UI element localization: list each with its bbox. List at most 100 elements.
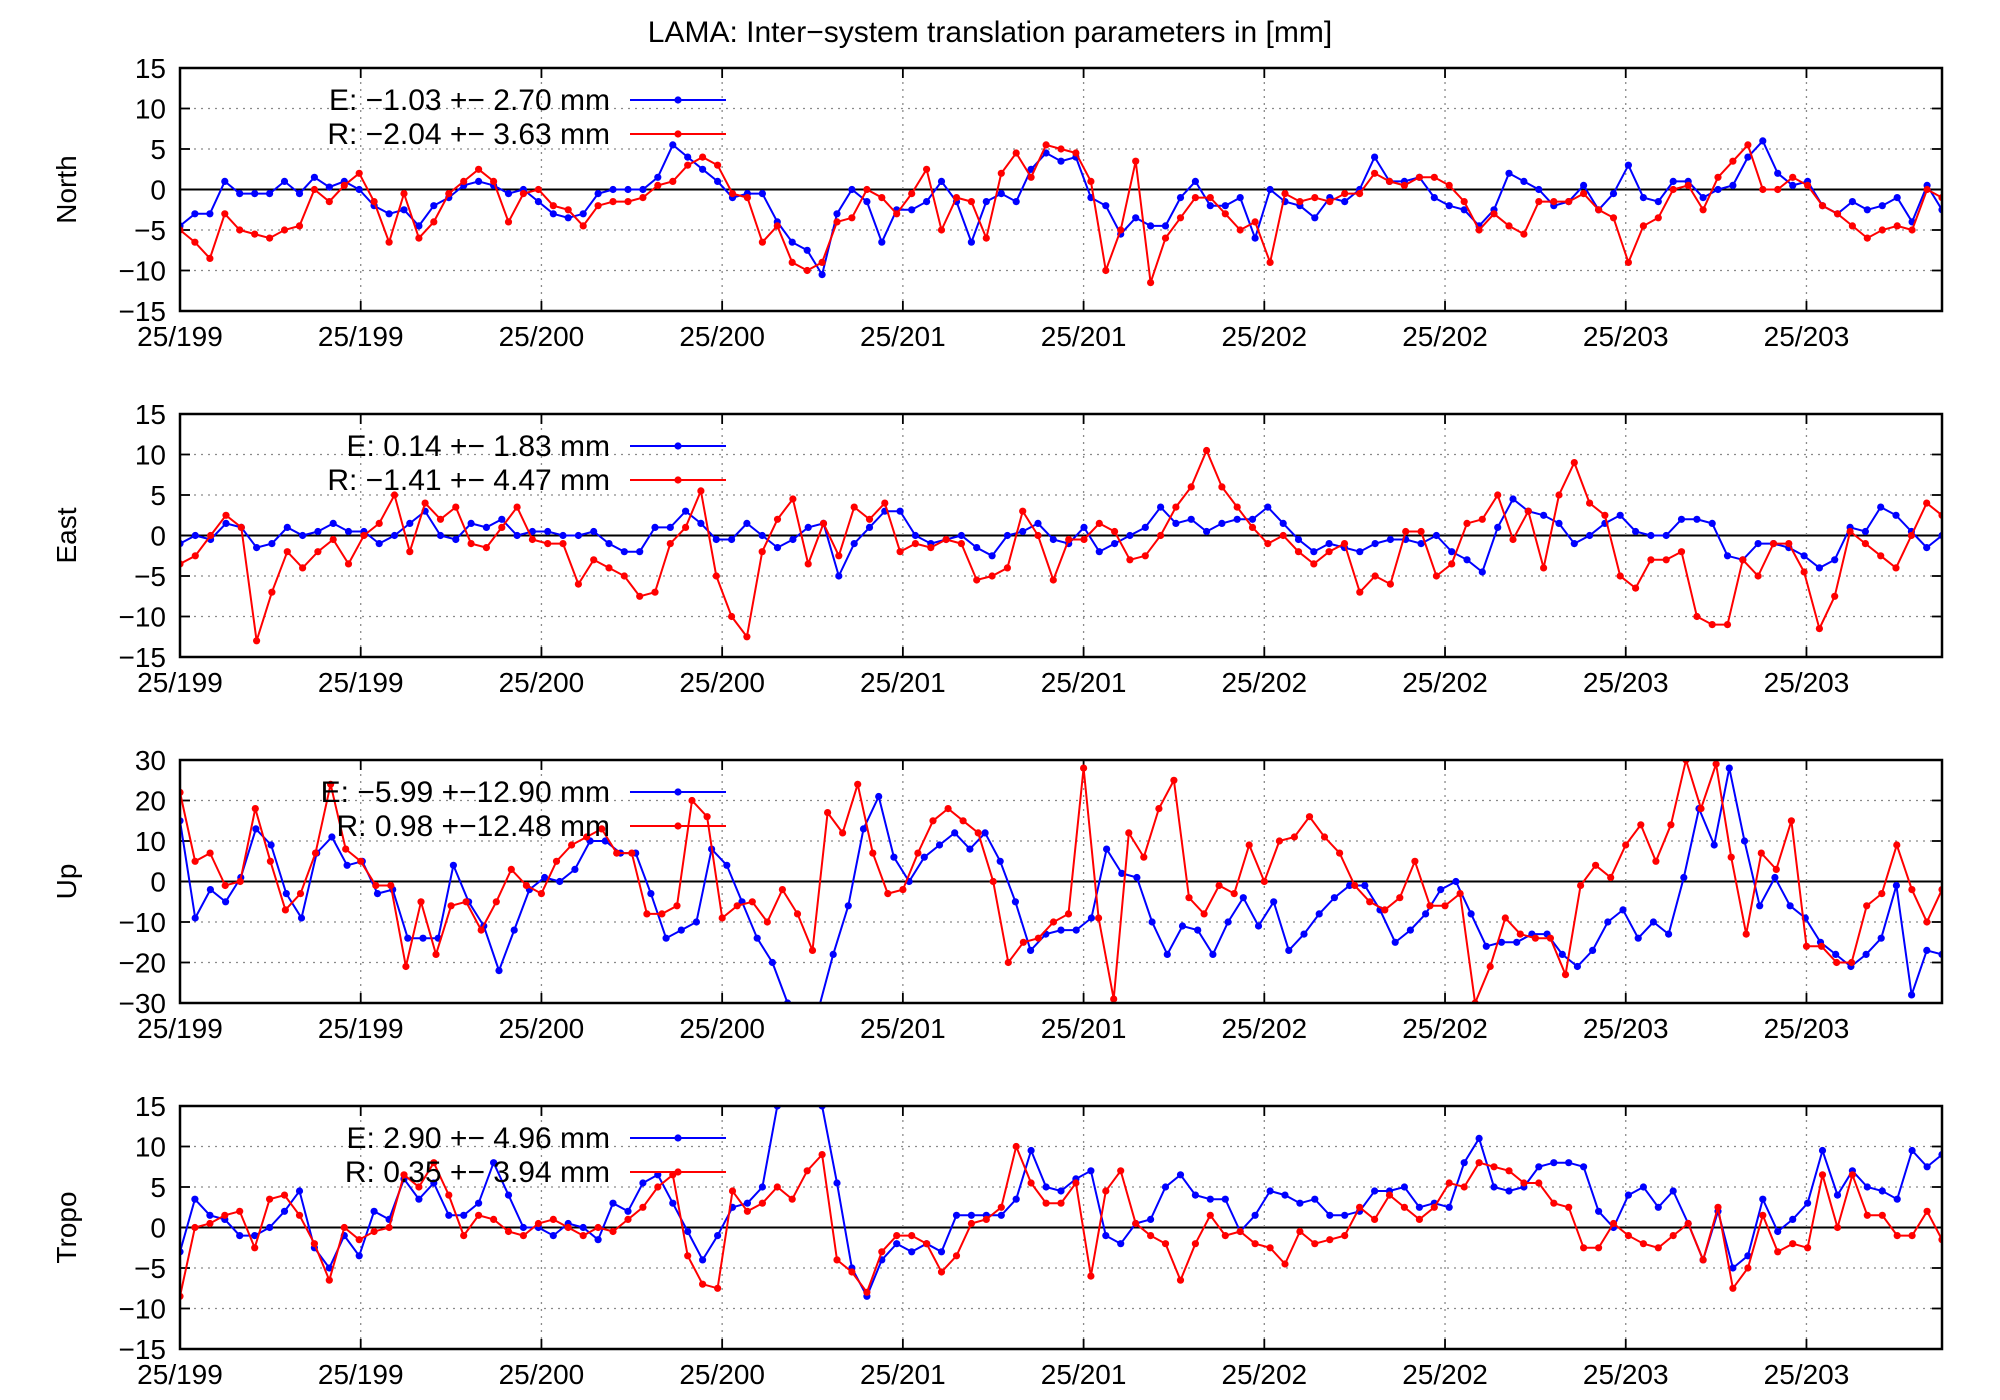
y-tick-label: 0 <box>150 867 166 898</box>
legend-label: E: 0.14 +− 1.83 mm <box>347 430 610 463</box>
data-point <box>1754 572 1762 580</box>
data-point <box>1848 198 1856 206</box>
data-point <box>191 1223 199 1232</box>
data-point <box>1049 918 1058 926</box>
data-point <box>937 1268 946 1276</box>
data-point <box>1191 1240 1199 1248</box>
data-point <box>1831 556 1839 564</box>
data-point <box>549 1232 557 1240</box>
data-point <box>697 519 705 528</box>
data-point <box>1294 535 1303 544</box>
data-point <box>1861 527 1869 536</box>
data-point <box>1294 548 1303 556</box>
data-point <box>1248 515 1257 523</box>
data-point <box>788 258 796 266</box>
data-point <box>498 515 506 523</box>
y-tick-label: 20 <box>135 786 166 817</box>
data-point <box>385 238 393 246</box>
data-point <box>875 792 883 801</box>
y-tick-label: −30 <box>119 988 167 1019</box>
data-point <box>191 210 199 218</box>
data-point <box>1505 1167 1513 1175</box>
y-tick-label: −10 <box>119 256 167 287</box>
data-point <box>1264 503 1272 511</box>
data-point <box>967 238 976 246</box>
data-point <box>541 873 549 882</box>
data-point <box>658 910 666 918</box>
data-point <box>370 1207 378 1215</box>
data-point <box>1908 226 1916 234</box>
data-point <box>957 531 966 540</box>
legend-label: E: −5.99 +−12.90 mm <box>321 776 610 809</box>
data-point <box>370 198 378 206</box>
data-point <box>804 1078 811 1085</box>
data-point <box>1161 222 1170 230</box>
data-point <box>1846 527 1854 536</box>
data-point <box>1285 946 1293 955</box>
data-point <box>773 1183 781 1191</box>
data-point <box>504 190 513 198</box>
data-point <box>1649 918 1657 926</box>
x-tick-label: 25/201 <box>860 1359 946 1390</box>
data-point <box>773 222 781 230</box>
data-point <box>839 829 847 837</box>
data-point <box>490 1215 498 1223</box>
data-point <box>253 544 261 552</box>
data-point <box>1759 137 1767 145</box>
data-point <box>1729 181 1737 189</box>
legend-label: E: −1.03 +− 2.70 mm <box>329 84 610 117</box>
data-point <box>221 881 229 890</box>
data-point <box>1140 853 1148 861</box>
data-point <box>325 1264 333 1272</box>
data-point <box>833 1179 841 1187</box>
data-point <box>682 507 690 515</box>
data-point <box>564 214 572 222</box>
x-tick-label: 25/199 <box>137 667 223 698</box>
data-point <box>1034 531 1042 540</box>
data-point <box>639 185 647 194</box>
data-point <box>1432 531 1440 540</box>
data-point <box>1589 946 1597 955</box>
data-point <box>544 527 552 536</box>
y-tick-label: −10 <box>119 1294 167 1325</box>
data-point <box>1789 173 1797 181</box>
data-point <box>1592 861 1600 869</box>
data-point <box>1027 1146 1035 1155</box>
x-tick-label: 25/201 <box>1041 667 1127 698</box>
data-point <box>544 540 552 548</box>
data-point <box>267 841 275 849</box>
data-point <box>1908 991 1916 999</box>
data-point <box>1652 857 1660 865</box>
data-point <box>982 234 990 242</box>
data-point <box>1448 548 1456 556</box>
data-point <box>1535 185 1543 194</box>
data-point <box>1908 1146 1916 1155</box>
data-point <box>1296 1199 1304 1207</box>
data-point <box>1356 1203 1364 1211</box>
data-point <box>911 531 920 540</box>
data-point <box>1863 206 1871 214</box>
data-point <box>1815 625 1823 633</box>
data-point <box>1233 503 1241 511</box>
y-tick-label: 10 <box>135 440 166 471</box>
data-point <box>1490 1183 1498 1191</box>
data-point <box>1639 1183 1647 1191</box>
data-point <box>908 1248 916 1256</box>
data-point <box>1012 1195 1020 1203</box>
data-point <box>1586 531 1594 540</box>
data-point <box>1667 821 1675 829</box>
data-point <box>1669 185 1677 194</box>
x-tick-label: 25/201 <box>860 321 946 352</box>
data-point <box>340 1223 348 1232</box>
data-point <box>1080 535 1088 544</box>
data-point <box>482 544 490 552</box>
data-point <box>669 141 677 149</box>
data-point <box>673 902 681 910</box>
data-point <box>850 540 858 548</box>
data-point <box>952 1252 961 1260</box>
data-point <box>1004 958 1012 967</box>
data-point <box>1923 946 1931 955</box>
data-point <box>1381 906 1389 914</box>
data-point <box>997 190 1005 198</box>
